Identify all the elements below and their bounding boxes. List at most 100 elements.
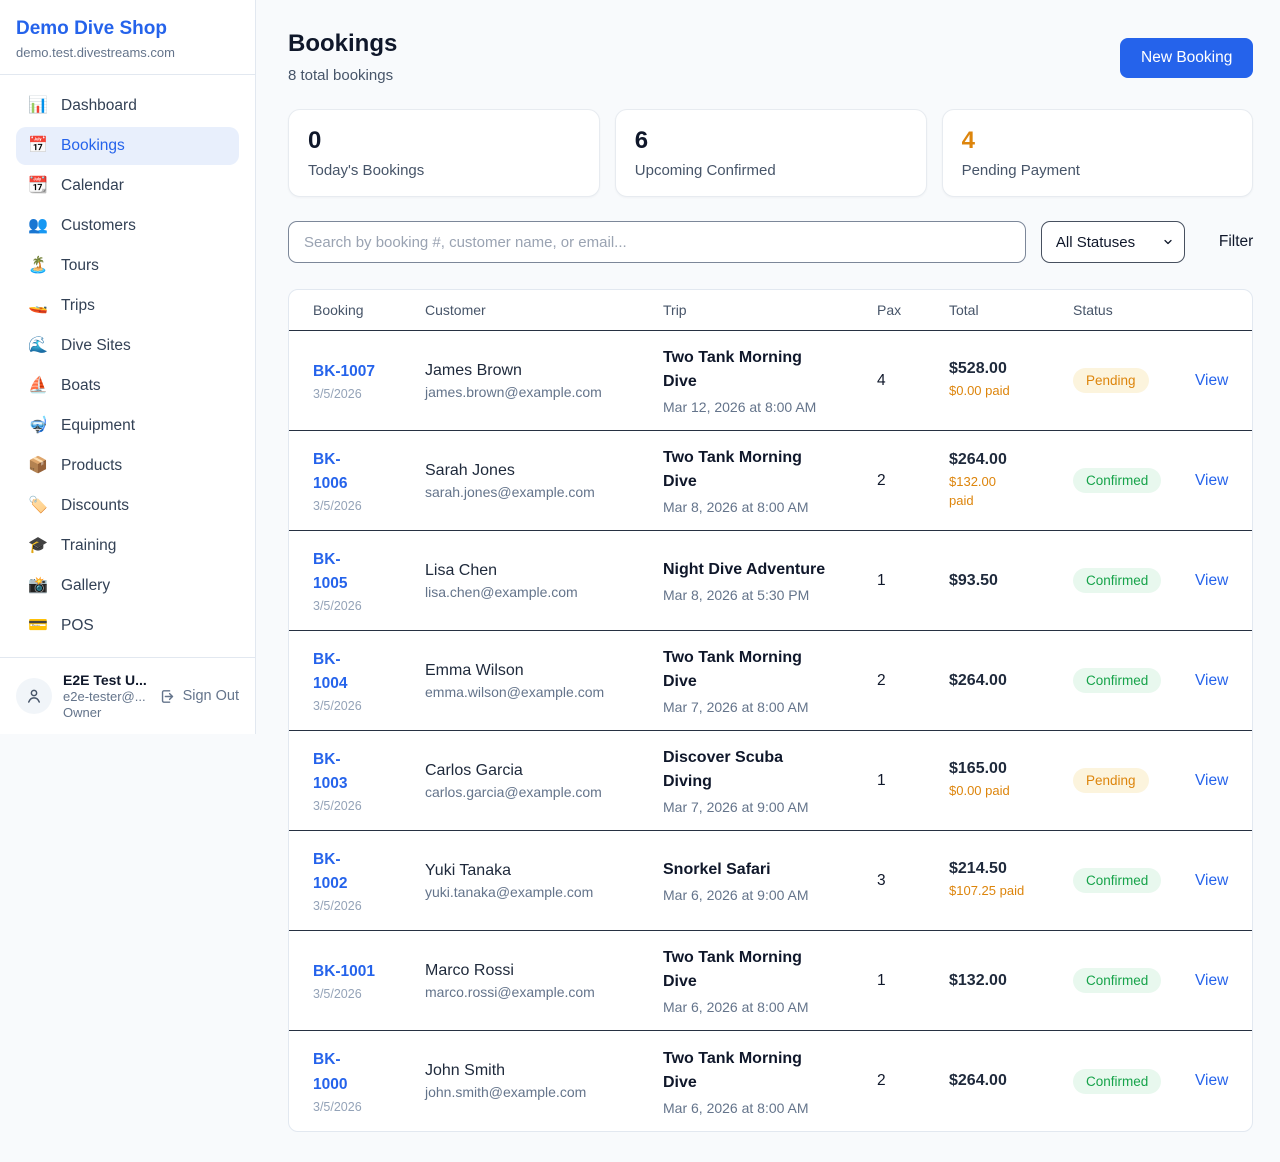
booking-id-link[interactable]: BK- 1002 (313, 850, 348, 892)
status-select-wrap: All Statuses (1040, 221, 1185, 263)
sidebar-item-customers[interactable]: 👥 Customers (16, 207, 239, 245)
booking-id-link[interactable]: BK- 1005 (313, 550, 348, 592)
booking-id-link[interactable]: BK- 1000 (313, 1051, 348, 1093)
sidebar-item-calendar[interactable]: 📆 Calendar (16, 167, 239, 205)
trip-name: Snorkel Safari (663, 861, 771, 878)
booking-id-link[interactable]: BK- 1004 (313, 650, 348, 692)
camera-icon: 📸 (28, 577, 48, 594)
customer-name: James Brown (425, 361, 522, 379)
sidebar-item-pos[interactable]: 💳 POS (16, 607, 239, 645)
pax-count: 1 (877, 971, 886, 989)
page-subtitle: 8 total bookings (288, 67, 394, 84)
booking-date: 3/5/2026 (313, 987, 362, 1001)
brand-name: Demo Dive Shop (16, 18, 167, 39)
column-header-total: Total (949, 302, 979, 318)
customer-name: John Smith (425, 1062, 506, 1079)
stat-card-pending-payment: 4 Pending Payment (941, 109, 1254, 197)
sign-out-button[interactable]: Sign Out (159, 688, 239, 705)
calendar-icon: 📅 (28, 137, 48, 154)
status-badge: Confirmed (1073, 1068, 1162, 1094)
avatar (16, 678, 52, 714)
booking-id-link[interactable]: BK- 1003 (313, 750, 348, 792)
sidebar-item-label: Products (61, 457, 123, 474)
trip-datetime: Mar 8, 2026 at 8:00 AM (663, 499, 809, 515)
sidebar-item-trips[interactable]: 🚤 Trips (16, 287, 239, 325)
sidebar: Demo Dive Shop demo.test.divestreams.com… (0, 0, 256, 734)
table-row: BK- 1003 3/5/2026 Carlos Garcia carlos.g… (289, 731, 1253, 831)
customer-name: Emma Wilson (425, 661, 524, 679)
total-amount: $93.50 (949, 571, 998, 589)
trip-datetime: Mar 7, 2026 at 9:00 AM (663, 799, 809, 815)
stat-value: 0 (308, 127, 322, 154)
sidebar-item-boats[interactable]: ⛵ Boats (16, 367, 239, 405)
stat-card-todays-bookings: 0 Today's Bookings (288, 109, 600, 197)
sidebar-item-dive-sites[interactable]: 🌊 Dive Sites (16, 327, 239, 365)
pax-count: 3 (877, 871, 886, 889)
sidebar-item-discounts[interactable]: 🏷️ Discounts (16, 487, 239, 525)
sidebar-nav: 📊 Dashboard 📅 Bookings 📆 Calendar 👥 Cust… (0, 75, 255, 657)
brand-domain: demo.test.divestreams.com (16, 45, 175, 60)
paid-amount: $0.00 paid (949, 783, 1010, 799)
customer-email: emma.wilson@example.com (425, 683, 605, 700)
booking-id-link[interactable]: BK-1007 (313, 362, 376, 380)
table-header-row: Booking Customer Trip Pax Total Status (289, 290, 1253, 331)
table-row: BK- 1004 3/5/2026 Emma Wilson emma.wilso… (289, 631, 1253, 731)
sign-out-icon (161, 689, 173, 703)
total-amount: $165.00 (949, 760, 1007, 778)
sidebar-item-dashboard[interactable]: 📊 Dashboard (16, 87, 239, 125)
booking-date: 3/5/2026 (313, 799, 362, 814)
trip-name: Discover Scuba Diving (663, 749, 784, 790)
customer-name: Sarah Jones (425, 461, 515, 479)
total-amount: $264.00 (949, 671, 1007, 689)
sign-out-label: Sign Out (182, 688, 239, 704)
sidebar-item-label: Tours (61, 257, 99, 274)
booking-date: 3/5/2026 (313, 387, 362, 401)
pax-count: 1 (877, 771, 886, 789)
new-booking-button[interactable]: New Booking (1120, 38, 1254, 78)
sidebar-user-panel: E2E Test U... e2e-tester@... Owner Sign … (0, 657, 255, 734)
trip-name: Two Tank Morning Dive (663, 349, 802, 390)
view-link[interactable]: View (1195, 371, 1229, 389)
view-link[interactable]: View (1195, 771, 1229, 789)
filter-button[interactable]: Filter (1218, 233, 1254, 250)
tag-icon: 🏷️ (28, 497, 48, 514)
sidebar-item-training[interactable]: 🎓 Training (16, 527, 239, 565)
column-header-customer: Customer (425, 302, 486, 318)
sidebar-item-bookings[interactable]: 📅 Bookings (16, 127, 239, 165)
stat-label: Pending Payment (961, 162, 1080, 179)
view-link[interactable]: View (1195, 971, 1229, 989)
view-link[interactable]: View (1195, 871, 1229, 889)
total-amount: $528.00 (949, 360, 1007, 378)
pax-count: 4 (877, 371, 886, 389)
sidebar-item-tours[interactable]: 🏝️ Tours (16, 247, 239, 285)
view-link[interactable]: View (1195, 1072, 1229, 1089)
trip-datetime: Mar 7, 2026 at 8:00 AM (663, 699, 809, 715)
stat-label: Today's Bookings (308, 162, 425, 179)
trip-name: Two Tank Morning Dive (663, 1049, 802, 1091)
view-link[interactable]: View (1195, 471, 1229, 489)
sidebar-item-equipment[interactable]: 🤿 Equipment (16, 407, 239, 445)
booking-id-link[interactable]: BK-1001 (313, 962, 376, 980)
total-amount: $264.00 (949, 1072, 1007, 1089)
view-link[interactable]: View (1195, 571, 1229, 589)
paid-amount: $107.25 paid (949, 883, 1025, 899)
booking-date: 3/5/2026 (313, 1099, 362, 1114)
search-input[interactable] (288, 221, 1026, 263)
sidebar-item-products[interactable]: 📦 Products (16, 447, 239, 485)
booking-date: 3/5/2026 (313, 499, 362, 514)
user-name: E2E Test U... (63, 672, 147, 688)
sidebar-item-label: Customers (61, 217, 136, 234)
table-row: BK-1001 3/5/2026 Marco Rossi marco.rossi… (289, 931, 1253, 1031)
total-amount: $214.50 (949, 860, 1007, 878)
customer-email: john.smith@example.com (425, 1084, 587, 1100)
bookings-table: Booking Customer Trip Pax Total Status B… (288, 289, 1254, 1132)
sidebar-item-label: Discounts (61, 497, 130, 514)
booking-id-link[interactable]: BK- 1006 (313, 450, 348, 492)
speedboat-icon: 🚤 (28, 297, 48, 314)
view-link[interactable]: View (1195, 671, 1229, 689)
stat-card-upcoming-confirmed: 6 Upcoming Confirmed (614, 109, 927, 197)
status-select[interactable]: All Statuses (1040, 221, 1185, 263)
sidebar-item-gallery[interactable]: 📸 Gallery (16, 567, 239, 605)
filter-controls: All Statuses Filter (288, 221, 1253, 263)
booking-date: 3/5/2026 (313, 699, 362, 714)
